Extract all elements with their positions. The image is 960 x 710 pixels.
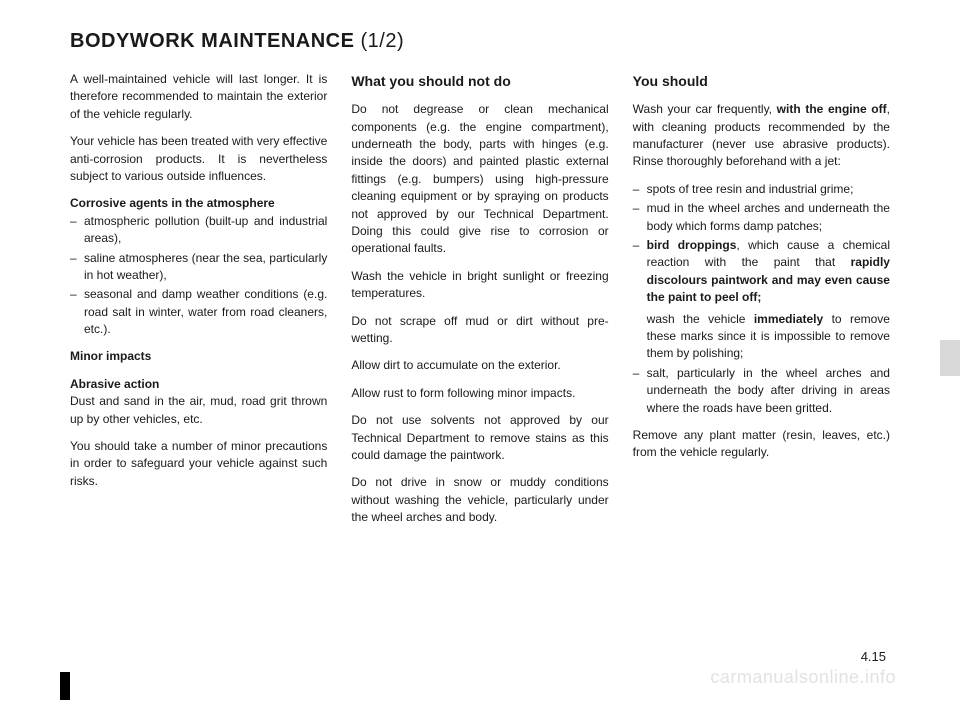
shouldnot-p2: Wash the vehicle in bright sunlight or f…: [351, 268, 608, 303]
shouldnot-p6: Do not use solvents not approved by our …: [351, 412, 608, 464]
text-run: wash the vehicle: [647, 312, 754, 326]
should-list: spots of tree resin and industrial grime…: [633, 181, 890, 307]
should-list-cont: salt, particularly in the wheel arches a…: [633, 365, 890, 417]
heading-should-not: What you should not do: [351, 71, 608, 91]
list-item: spots of tree resin and industrial grime…: [633, 181, 890, 198]
heading-minor-impacts: Minor impacts: [70, 348, 327, 365]
shouldnot-p1: Do not degrease or clean mechani­cal com…: [351, 101, 608, 258]
text-run-bold: immediately: [754, 312, 823, 326]
text-run: Wash your car frequently,: [633, 102, 777, 116]
title-part: (1/2): [361, 30, 405, 52]
list-item: seasonal and damp weather condi­tions (e…: [70, 286, 327, 338]
page-title: BODYWORK MAINTENANCE (1/2): [70, 30, 890, 53]
page-number: 4.15: [861, 649, 886, 664]
columns: A well-maintained vehicle will last long…: [70, 71, 890, 537]
title-main: BODYWORK MAINTENANCE: [70, 30, 361, 52]
list-item: atmospheric pollution (built-up and indu…: [70, 213, 327, 248]
list-item: saline atmospheres (near the sea, partic…: [70, 250, 327, 285]
watermark: carmanualsonline.info: [710, 667, 896, 688]
list-item: bird droppings, which cause a chemical r…: [633, 237, 890, 307]
intro-p1: A well-maintained vehicle will last long…: [70, 71, 327, 123]
precautions-p: You should take a number of minor pre­ca…: [70, 438, 327, 490]
heading-abrasive: Abrasive action: [70, 376, 327, 393]
shouldnot-p4: Allow dirt to accumulate on the exterior…: [351, 357, 608, 374]
should-p1: Wash your car frequently, with the engin…: [633, 101, 890, 171]
list-item: salt, particularly in the wheel arches a…: [633, 365, 890, 417]
page-content: BODYWORK MAINTENANCE (1/2) A well-mainta…: [70, 30, 890, 537]
heading-you-should: You should: [633, 71, 890, 91]
text-run-bold: with the engine off: [777, 102, 887, 116]
list-item: mud in the wheel arches and under­neath …: [633, 200, 890, 235]
column-3: You should Wash your car frequently, wit…: [633, 71, 890, 537]
shouldnot-p5: Allow rust to form following minor im­pa…: [351, 385, 608, 402]
text-run-bold: bird droppings: [647, 238, 737, 252]
corrosive-list: atmospheric pollution (built-up and indu…: [70, 213, 327, 339]
corner-mark: [60, 672, 70, 700]
list-item-continuation: wash the vehicle immediately to remove t…: [633, 311, 890, 363]
shouldnot-p7: Do not drive in snow or muddy condi­tion…: [351, 474, 608, 526]
column-1: A well-maintained vehicle will last long…: [70, 71, 327, 537]
side-tab: [940, 340, 960, 376]
should-p2: Remove any plant matter (resin, leaves, …: [633, 427, 890, 462]
intro-p2: Your vehicle has been treated with very …: [70, 133, 327, 185]
heading-corrosive: Corrosive agents in the atmosphere: [70, 195, 327, 212]
abrasive-p: Dust and sand in the air, mud, road grit…: [70, 393, 327, 428]
shouldnot-p3: Do not scrape off mud or dirt without pr…: [351, 313, 608, 348]
column-2: What you should not do Do not degrease o…: [351, 71, 608, 537]
